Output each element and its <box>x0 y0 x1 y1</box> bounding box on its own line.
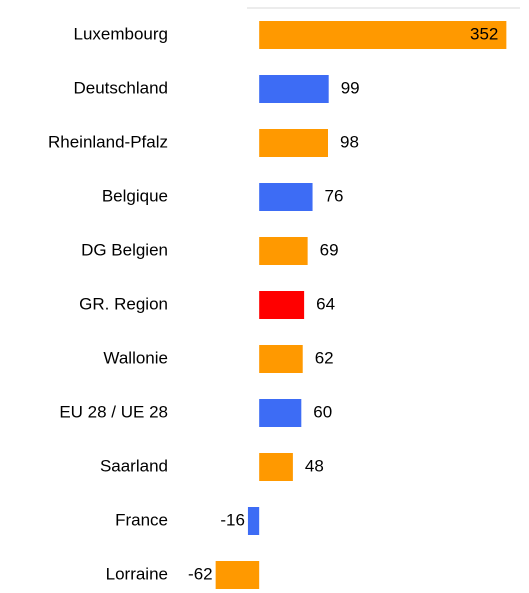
category-label: GR. Region <box>79 294 168 313</box>
bar <box>259 183 313 211</box>
value-label: 48 <box>305 456 324 475</box>
bar <box>259 345 303 373</box>
value-label: 352 <box>470 24 498 43</box>
category-label: Lorraine <box>106 564 168 583</box>
bar <box>259 21 507 49</box>
category-label: Luxembourg <box>73 24 168 43</box>
category-label: DG Belgien <box>81 240 168 259</box>
bar <box>259 291 305 319</box>
category-label: Belgique <box>102 186 168 205</box>
value-label: -16 <box>220 510 245 529</box>
bar <box>259 237 308 265</box>
category-label: France <box>115 510 168 529</box>
value-label: 64 <box>316 294 335 313</box>
bar <box>259 129 328 157</box>
bar <box>259 75 329 103</box>
bar <box>215 561 260 589</box>
category-label: Wallonie <box>103 348 168 367</box>
category-label: Saarland <box>100 456 168 475</box>
value-label: 99 <box>341 78 360 97</box>
category-label: Deutschland <box>73 78 168 97</box>
value-label: 60 <box>313 402 332 421</box>
bar <box>259 399 302 427</box>
value-label: 69 <box>320 240 339 259</box>
value-label: -62 <box>188 564 213 583</box>
bar <box>247 507 260 535</box>
category-label: Rheinland-Pfalz <box>48 132 168 151</box>
category-label: EU 28 / UE 28 <box>59 402 168 421</box>
value-label: 98 <box>340 132 359 151</box>
value-label: 76 <box>325 186 344 205</box>
value-label: 62 <box>315 348 334 367</box>
bar <box>259 453 293 481</box>
